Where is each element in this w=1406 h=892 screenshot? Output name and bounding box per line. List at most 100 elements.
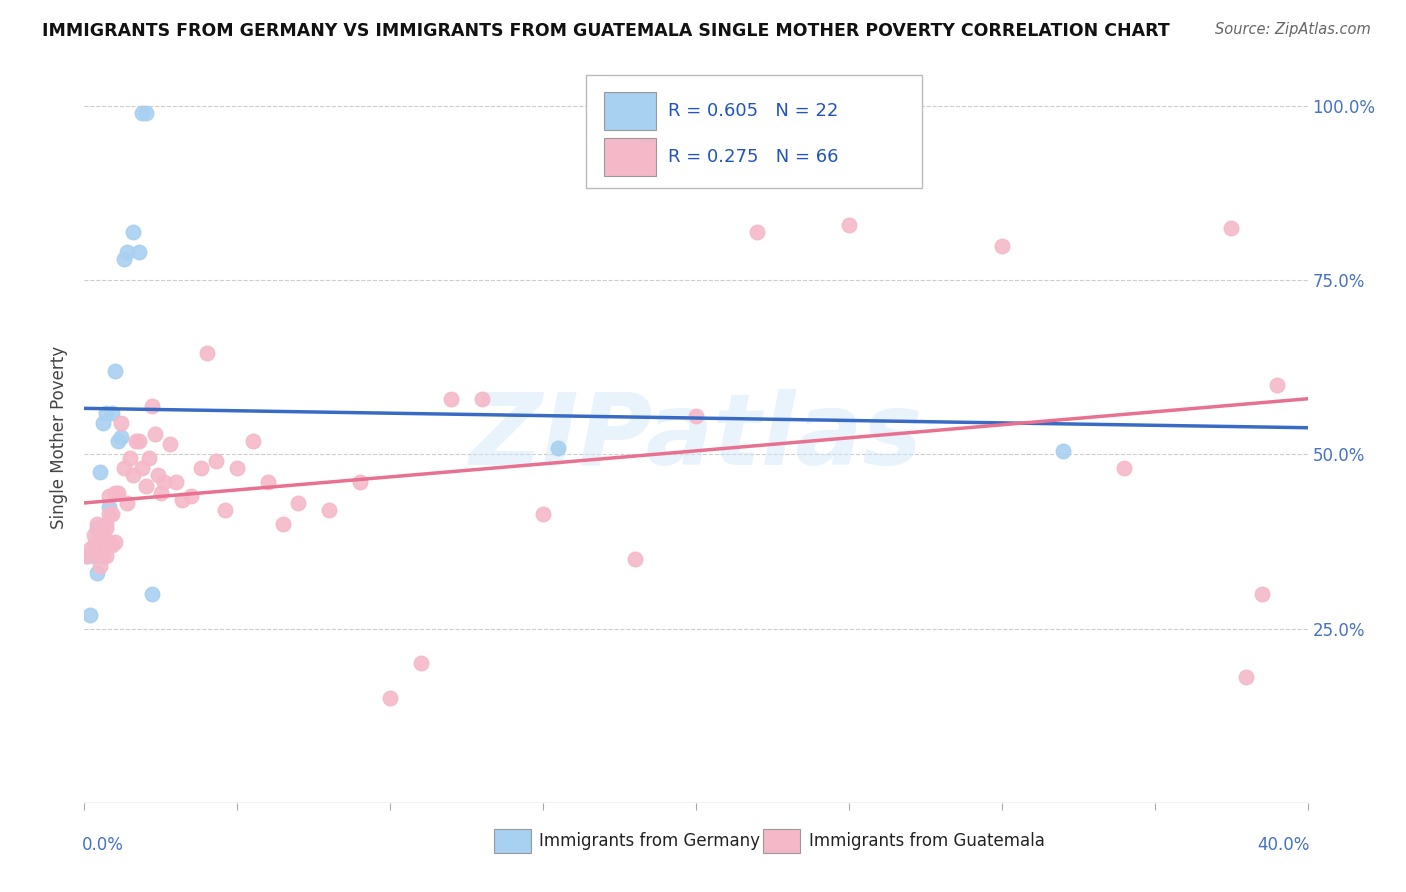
Point [122, 225, 145, 239]
Point [172, 492, 194, 507]
Text: Immigrants from Germany: Immigrants from Germany [540, 832, 761, 850]
Point [838, 218, 860, 232]
Point [226, 461, 249, 475]
Point [94, 549, 117, 563]
Point [125, 434, 148, 448]
Point [1114, 461, 1136, 475]
Bar [763, 830, 800, 853]
Point [440, 392, 463, 406]
Point [214, 503, 236, 517]
Point [149, 485, 172, 500]
Point [180, 489, 202, 503]
Text: IMMIGRANTS FROM GERMANY VS IMMIGRANTS FROM GUATEMALA SINGLE MOTHER POVERTY CORRE: IMMIGRANTS FROM GERMANY VS IMMIGRANTS FR… [42, 22, 1170, 40]
Point [89, 465, 111, 479]
Point [110, 430, 132, 444]
Point [153, 475, 176, 490]
Point [271, 517, 294, 532]
Point [128, 434, 150, 448]
Point [107, 485, 129, 500]
Point [349, 475, 371, 490]
Point [101, 538, 124, 552]
Point [143, 426, 166, 441]
Point [135, 479, 157, 493]
Point [79, 607, 101, 622]
Point [747, 225, 769, 239]
Point [83, 527, 105, 541]
Point [115, 496, 138, 510]
Point [165, 475, 187, 490]
Point [141, 587, 163, 601]
Point [79, 541, 101, 556]
Point [115, 245, 138, 260]
Point [97, 500, 120, 514]
Point [76, 549, 98, 563]
Point [120, 450, 142, 465]
Point [83, 549, 105, 563]
Point [86, 517, 108, 532]
Point [94, 406, 117, 420]
Point [112, 461, 135, 475]
Point [1236, 670, 1258, 684]
Point [205, 454, 228, 468]
Point [128, 245, 150, 260]
Text: 40.0%: 40.0% [1257, 836, 1310, 854]
Point [190, 461, 212, 475]
Point [685, 409, 707, 424]
Point [287, 496, 309, 510]
Point [159, 437, 181, 451]
Point [141, 399, 163, 413]
Point [91, 549, 114, 563]
Point [380, 691, 402, 706]
Point [89, 531, 111, 545]
Point [242, 434, 264, 448]
Point [547, 441, 569, 455]
Point [135, 106, 157, 120]
Point [131, 461, 153, 475]
Point [101, 507, 124, 521]
Point [1052, 444, 1074, 458]
Text: R = 0.275   N = 66: R = 0.275 N = 66 [668, 148, 838, 166]
Text: Immigrants from Guatemala: Immigrants from Guatemala [808, 832, 1045, 850]
Point [146, 468, 169, 483]
FancyBboxPatch shape [586, 75, 922, 188]
Point [94, 517, 117, 532]
Bar [605, 138, 655, 176]
Point [112, 252, 135, 267]
Point [101, 406, 124, 420]
Point [86, 521, 108, 535]
Point [91, 527, 114, 541]
Point [86, 545, 108, 559]
Point [104, 485, 127, 500]
Point [104, 364, 127, 378]
Point [97, 507, 120, 521]
Text: ZIPatlas: ZIPatlas [470, 389, 922, 485]
Point [97, 534, 120, 549]
Point [131, 106, 153, 120]
Point [195, 346, 218, 360]
Point [409, 657, 432, 671]
Point [991, 238, 1014, 252]
Point [471, 392, 494, 406]
Point [86, 566, 108, 580]
Point [94, 521, 117, 535]
Point [531, 507, 554, 521]
Text: R = 0.605   N = 22: R = 0.605 N = 22 [668, 102, 838, 120]
Point [1220, 221, 1243, 235]
Bar [494, 830, 531, 853]
Point [104, 534, 127, 549]
Point [89, 558, 111, 573]
Point [1250, 587, 1272, 601]
Point [107, 434, 129, 448]
Bar [605, 92, 655, 130]
Point [91, 416, 114, 430]
Point [624, 552, 647, 566]
Text: Source: ZipAtlas.com: Source: ZipAtlas.com [1215, 22, 1371, 37]
Point [122, 468, 145, 483]
Point [318, 503, 340, 517]
Point [1265, 377, 1288, 392]
Point [97, 489, 120, 503]
Point [76, 549, 98, 563]
Point [110, 416, 132, 430]
Y-axis label: Single Mother Poverty: Single Mother Poverty [51, 345, 69, 529]
Point [83, 538, 105, 552]
